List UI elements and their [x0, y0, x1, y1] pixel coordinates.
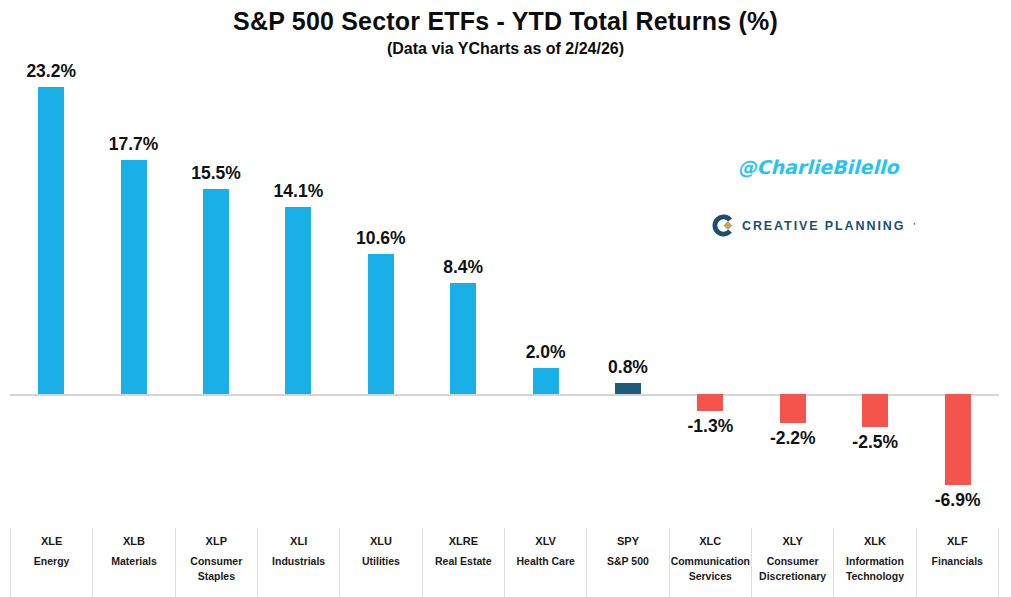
bar-XLC [697, 394, 723, 411]
category-cell-XLU: XLU Utilities [339, 528, 421, 597]
category-name: Consumer Staples [176, 554, 257, 584]
category-cell-SPY: SPY S&P 500 [586, 528, 668, 597]
value-label-XLY: -2.2% [748, 428, 838, 449]
zero-axis-line [10, 394, 999, 396]
category-cell-XLK: XLK Information Technology [833, 528, 915, 597]
category-cell-XLY: XLY Consumer Discretionary [751, 528, 833, 597]
category-ticker: XLRE [423, 535, 504, 547]
category-ticker: XLI [258, 535, 339, 547]
value-label-XLRE: 8.4% [418, 257, 508, 278]
chart-subtitle: (Data via YCharts as of 2/24/26) [0, 40, 1011, 58]
x-axis-category-row: XLE EnergyXLB MaterialsXLP Consumer Staples… [10, 528, 999, 597]
value-label-XLI: 14.1% [253, 181, 343, 202]
category-ticker: XLC [670, 535, 751, 547]
creative-planning-logo: CREATIVE PLANNING ’ [712, 214, 916, 237]
category-cell-XLE: XLE Energy [10, 528, 92, 597]
category-name: Materials [93, 554, 174, 569]
chart-title: S&P 500 Sector ETFs - YTD Total Returns … [0, 7, 1011, 36]
value-label-XLV: 2.0% [501, 342, 591, 363]
bar-XLRE [450, 283, 476, 394]
creative-planning-logo-trademark: ’ [913, 221, 915, 230]
category-ticker: XLV [505, 535, 586, 547]
bar-XLK [862, 394, 888, 427]
category-name: Health Care [505, 554, 586, 569]
category-ticker: XLF [917, 535, 998, 547]
bar-XLU [368, 254, 394, 394]
bar-XLB [121, 160, 147, 394]
value-label-XLF: -6.9% [913, 490, 1003, 511]
category-name: Financials [917, 554, 998, 569]
value-label-SPY: 0.8% [583, 357, 673, 378]
category-ticker: XLP [176, 535, 257, 547]
value-label-XLK: -2.5% [830, 432, 920, 453]
category-name: Energy [11, 554, 92, 569]
category-ticker: XLB [93, 535, 174, 547]
bar-XLE [38, 87, 64, 394]
value-label-XLE: 23.2% [6, 61, 96, 82]
category-name: S&P 500 [587, 554, 668, 569]
bar-XLF [945, 394, 971, 485]
category-cell-XLP: XLP Consumer Staples [175, 528, 257, 597]
value-label-XLC: -1.3% [665, 416, 755, 437]
creative-planning-logo-text: CREATIVE PLANNING [742, 219, 905, 233]
category-name: Utilities [340, 554, 421, 569]
category-name: Information Technology [834, 554, 915, 584]
category-ticker: XLE [11, 535, 92, 547]
category-name: Real Estate [423, 554, 504, 569]
category-ticker: SPY [587, 535, 668, 547]
category-cell-XLRE: XLRE Real Estate [422, 528, 504, 597]
bar-XLP [203, 189, 229, 394]
bar-XLI [285, 207, 311, 394]
category-name: Consumer Discretionary [752, 554, 833, 584]
category-cell-XLI: XLI Industrials [257, 528, 339, 597]
category-cell-XLF: XLF Financials [916, 528, 999, 597]
category-cell-XLV: XLV Health Care [504, 528, 586, 597]
value-label-XLB: 17.7% [89, 134, 179, 155]
bar-SPY [615, 383, 641, 394]
value-label-XLU: 10.6% [336, 228, 426, 249]
value-label-XLP: 15.5% [171, 163, 261, 184]
category-name: Industrials [258, 554, 339, 569]
category-ticker: XLK [834, 535, 915, 547]
category-name: Communication Services [670, 554, 751, 584]
category-ticker: XLU [340, 535, 421, 547]
category-cell-XLC: XLC Communication Services [669, 528, 751, 597]
bar-XLV [533, 368, 559, 394]
watermark-handle: @CharlieBilello [728, 156, 908, 178]
bar-XLY [780, 394, 806, 423]
chart-page: S&P 500 Sector ETFs - YTD Total Returns … [0, 0, 1011, 597]
category-ticker: XLY [752, 535, 833, 547]
category-cell-XLB: XLB Materials [92, 528, 174, 597]
creative-planning-logo-icon [712, 214, 735, 237]
